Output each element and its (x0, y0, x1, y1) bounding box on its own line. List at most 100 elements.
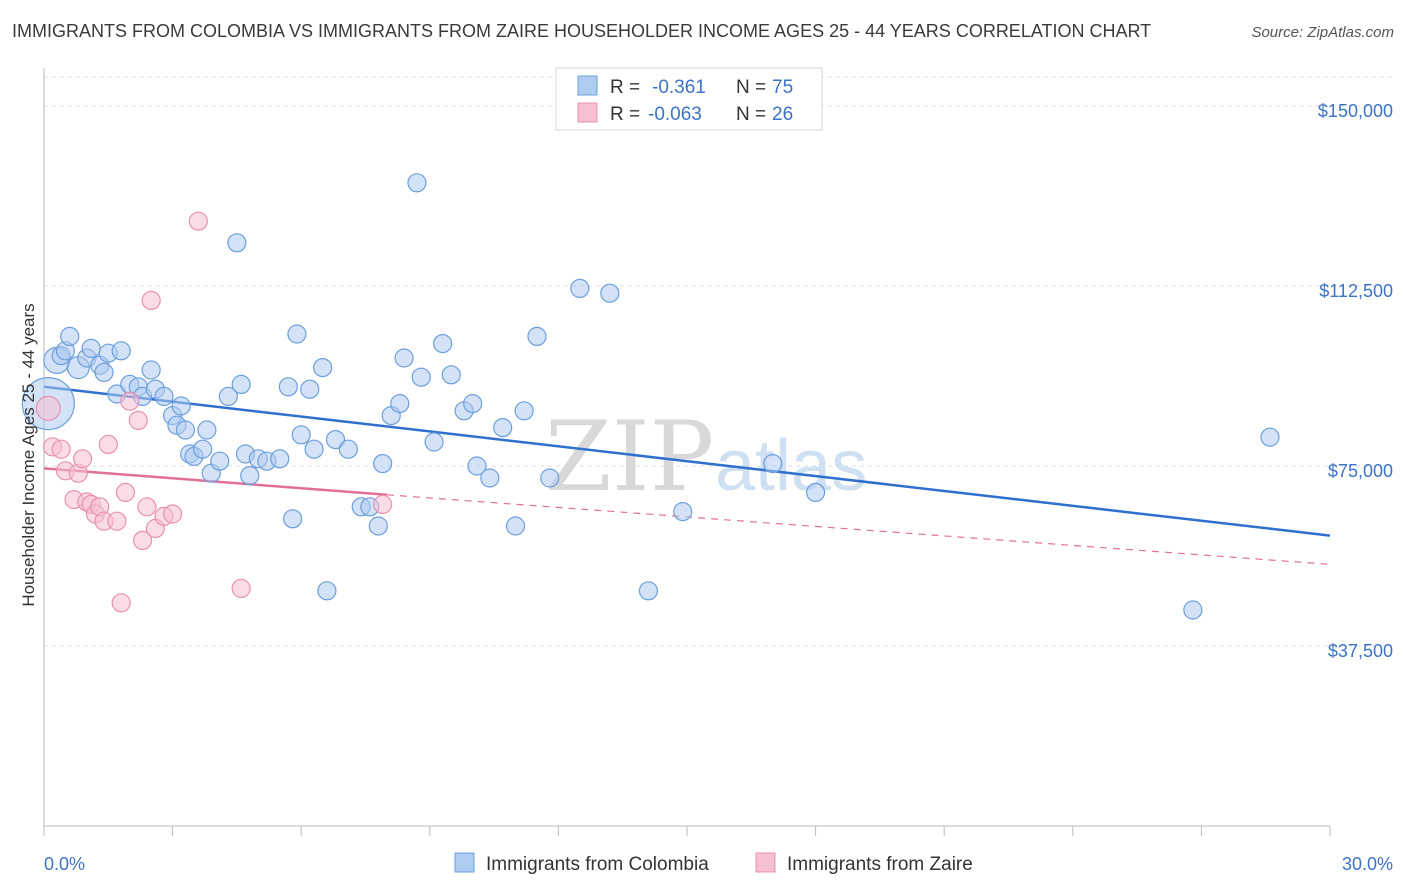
point-colombia-42 (304, 439, 324, 459)
point-colombia-74 (1183, 600, 1203, 620)
y-tick-label-2: $112,500 (1319, 281, 1393, 301)
point-colombia-66 (527, 326, 547, 346)
point-zaire-6 (72, 449, 93, 469)
legend-r-label-colombia: R = (610, 77, 640, 98)
legend-r-value-zaire: -0.063 (648, 104, 702, 125)
point-colombia-57 (433, 334, 453, 354)
point-colombia-4 (60, 326, 80, 346)
legend-n-value-zaire: 26 (772, 104, 793, 125)
point-zaire-20 (141, 290, 161, 310)
point-colombia-39 (287, 324, 307, 344)
point-colombia-16 (141, 360, 161, 380)
points-layer (21, 173, 1280, 620)
point-colombia-36 (270, 449, 290, 469)
y-tick-label-0: $37,500 (1328, 641, 1393, 661)
point-zaire-26 (373, 494, 393, 514)
legend-swatch-zaire (577, 102, 598, 123)
point-zaire-12 (98, 434, 118, 454)
x-tick-label-left: 0.0% (44, 854, 85, 874)
x-tick-label-right: 30.0% (1342, 854, 1393, 874)
trendline-colombia (43, 385, 1331, 537)
point-colombia-29 (218, 386, 238, 406)
point-colombia-9 (94, 362, 114, 382)
bottom-legend-swatch-zaire (755, 852, 776, 873)
point-colombia-55 (411, 367, 431, 387)
y-axis-label: Householder Income Ages 25 - 44 years (19, 303, 38, 606)
legend-swatch-colombia (577, 75, 598, 96)
point-colombia-49 (368, 516, 388, 536)
y-tick-label-3: $150,000 (1318, 101, 1393, 121)
point-colombia-62 (480, 468, 500, 488)
point-colombia-52 (390, 394, 410, 414)
legend-n-label-zaire: N = (736, 104, 766, 125)
chart-source: Source: ZipAtlas.com (1251, 24, 1394, 41)
point-colombia-31 (231, 374, 251, 394)
point-zaire-16 (120, 391, 140, 411)
legend: R = -0.361 N = 75 R = -0.063 N = 26 (555, 67, 823, 131)
legend-box (555, 67, 823, 131)
point-colombia-65 (514, 401, 534, 421)
point-colombia-71 (673, 502, 693, 522)
point-colombia-43 (313, 358, 333, 378)
axis-layer: $37,500 $75,000 $112,500 $150,000 0.0% 30.0% (43, 68, 1393, 874)
point-colombia-63 (493, 418, 513, 438)
point-colombia-58 (441, 365, 461, 385)
point-zaire-23 (163, 504, 183, 524)
point-colombia-72 (763, 454, 783, 474)
y-tick-label-1: $75,000 (1328, 461, 1393, 481)
point-colombia-30 (227, 233, 247, 253)
point-colombia-33 (240, 466, 260, 486)
watermark-zip: ZIP (545, 401, 714, 513)
point-colombia-60 (463, 394, 483, 414)
point-zaire-13 (107, 511, 127, 531)
point-zaire-0 (35, 395, 61, 421)
bottom-legend-label-zaire: Immigrants from Zaire (787, 854, 973, 875)
chart-title: IMMIGRANTS FROM COLOMBIA VS IMMIGRANTS F… (12, 21, 1152, 41)
watermark: ZIP atlas (545, 401, 867, 513)
point-colombia-37 (278, 377, 298, 397)
point-colombia-70 (638, 581, 659, 601)
point-colombia-21 (171, 396, 191, 416)
point-zaire-18 (132, 530, 153, 551)
legend-n-value-colombia: 75 (772, 77, 793, 98)
point-colombia-44 (317, 581, 337, 601)
point-colombia-75 (1260, 427, 1280, 447)
point-colombia-53 (394, 348, 414, 368)
legend-n-label-colombia: N = (736, 77, 766, 98)
point-colombia-25 (193, 439, 213, 459)
point-colombia-28 (210, 451, 230, 471)
watermark-atlas: atlas (715, 426, 867, 506)
trendline-dashed-zaire (386, 494, 1331, 565)
point-colombia-26 (197, 420, 217, 440)
point-zaire-2 (51, 439, 71, 459)
point-colombia-56 (424, 432, 444, 452)
bottom-legend-swatch-colombia (454, 852, 475, 873)
point-colombia-12 (111, 341, 131, 361)
point-colombia-18 (154, 386, 174, 406)
point-colombia-41 (300, 379, 320, 399)
point-zaire-14 (111, 593, 131, 613)
point-colombia-54 (407, 173, 427, 193)
point-colombia-45 (325, 430, 346, 450)
legend-r-label-zaire: R = (610, 104, 640, 125)
bottom-legend-label-colombia: Immigrants from Colombia (486, 854, 709, 875)
point-zaire-25 (231, 578, 251, 599)
point-zaire-24 (188, 211, 208, 231)
point-colombia-73 (805, 482, 826, 502)
point-colombia-67 (540, 468, 560, 488)
point-zaire-15 (115, 482, 136, 502)
point-colombia-22 (175, 420, 196, 440)
point-colombia-46 (338, 439, 358, 459)
point-colombia-68 (570, 278, 590, 298)
bottom-legend: Immigrants from Colombia Immigrants from… (454, 852, 973, 875)
point-colombia-50 (373, 454, 393, 474)
point-zaire-17 (128, 410, 148, 430)
point-colombia-40 (291, 425, 311, 445)
grid-layer (44, 76, 1395, 647)
point-colombia-7 (81, 338, 101, 358)
point-colombia-61 (467, 456, 487, 476)
legend-r-value-colombia: -0.361 (652, 77, 706, 98)
point-colombia-38 (283, 509, 303, 529)
point-zaire-19 (137, 497, 157, 517)
